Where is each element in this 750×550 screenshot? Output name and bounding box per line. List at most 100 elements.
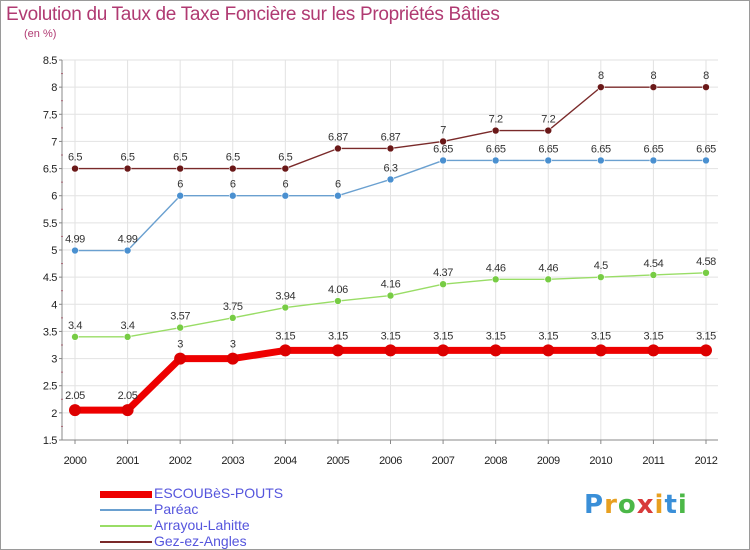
logo-letter: t xyxy=(664,490,678,520)
legend-swatch xyxy=(100,509,152,511)
data-label: 6 xyxy=(282,179,288,191)
legend-label: Arrayou-Lahitte xyxy=(154,517,250,533)
logo-letter: P xyxy=(584,490,605,520)
x-tick-label: 2003 xyxy=(221,455,244,467)
data-label: 4.5 xyxy=(594,260,608,272)
x-tick-label: 2005 xyxy=(326,455,349,467)
logo-letter: r xyxy=(604,490,618,520)
data-point xyxy=(544,126,553,135)
data-label: 4.99 xyxy=(118,234,138,246)
data-point xyxy=(649,271,658,279)
data-label: 3 xyxy=(230,339,236,351)
data-point xyxy=(439,137,447,146)
data-point xyxy=(647,344,660,357)
data-point xyxy=(489,344,502,357)
data-label: 6.87 xyxy=(381,131,401,143)
data-label: 4.46 xyxy=(486,262,506,274)
data-point xyxy=(176,323,184,332)
legend-swatch xyxy=(100,525,152,527)
data-label: 3.15 xyxy=(275,330,295,342)
data-point xyxy=(386,144,395,153)
data-point xyxy=(491,275,500,284)
legend-swatch xyxy=(100,490,152,498)
data-label: 6.65 xyxy=(591,143,611,155)
logo-letter: x xyxy=(636,490,655,520)
data-point xyxy=(384,344,397,357)
legend-item: Gez-ez-Angles xyxy=(100,533,400,550)
x-tick-label: 2007 xyxy=(432,455,455,467)
data-label: 6.5 xyxy=(226,152,240,164)
y-tick-label: 2.5 xyxy=(43,381,57,393)
data-point xyxy=(176,191,184,200)
data-point xyxy=(597,83,605,91)
x-tick-label: 2012 xyxy=(695,455,718,467)
logo-letter: o xyxy=(617,490,637,520)
data-label: 6.65 xyxy=(696,143,716,155)
data-point xyxy=(439,280,447,289)
data-label: 3.15 xyxy=(644,330,664,342)
data-point xyxy=(702,83,710,91)
y-tick-label: 3 xyxy=(51,354,57,366)
data-label: 4.46 xyxy=(538,262,558,274)
unit-label: (en %) xyxy=(24,28,57,40)
data-label: 8 xyxy=(703,70,709,82)
data-point xyxy=(71,333,79,341)
data-point xyxy=(649,83,658,91)
data-label: 6 xyxy=(335,179,341,191)
data-point xyxy=(228,191,237,200)
data-label: 3.15 xyxy=(486,330,506,342)
data-label: 8 xyxy=(598,70,604,82)
data-label: 3.15 xyxy=(328,330,348,342)
data-point xyxy=(281,303,290,312)
logo-letter: i xyxy=(654,490,665,520)
data-label: 2.05 xyxy=(65,390,85,402)
y-tick-label: 7.5 xyxy=(43,109,57,121)
data-point xyxy=(334,144,342,153)
data-point xyxy=(439,156,447,165)
y-tick-label: 4 xyxy=(51,299,57,311)
data-point xyxy=(281,191,290,200)
data-point xyxy=(331,344,344,357)
data-point xyxy=(491,126,500,135)
data-label: 6.5 xyxy=(121,152,135,164)
proxiti-logo: Proxiti xyxy=(584,490,688,520)
data-label: 6 xyxy=(177,179,183,191)
y-tick-label: 7 xyxy=(51,136,57,148)
data-label: 6.5 xyxy=(68,152,82,164)
data-point xyxy=(121,404,134,417)
data-label: 4.58 xyxy=(696,256,716,268)
y-tick-label: 3.5 xyxy=(43,326,57,338)
x-tick-label: 2009 xyxy=(537,455,560,467)
logo-letter: i xyxy=(677,490,688,520)
data-point xyxy=(597,156,605,165)
data-label: 3.15 xyxy=(538,330,558,342)
data-label: 3.4 xyxy=(68,320,82,332)
data-point xyxy=(279,344,292,357)
data-label: 3.15 xyxy=(381,330,401,342)
data-point xyxy=(71,164,79,173)
data-label: 4.54 xyxy=(644,258,664,270)
y-tick-label: 4.5 xyxy=(43,272,57,284)
data-label: 3.4 xyxy=(121,320,135,332)
legend-item: Arrayou-Lahitte xyxy=(100,517,400,534)
data-point xyxy=(491,156,500,165)
data-label: 4.16 xyxy=(381,279,401,291)
data-label: 6 xyxy=(230,179,236,191)
y-tick-label: 6.5 xyxy=(43,164,57,176)
data-point xyxy=(228,314,237,322)
data-point xyxy=(386,291,395,300)
data-label: 3.15 xyxy=(433,330,453,342)
data-point xyxy=(123,333,132,341)
data-point xyxy=(176,164,184,173)
y-tick-label: 6 xyxy=(51,191,57,203)
x-tick-label: 2010 xyxy=(589,455,612,467)
legend-label: Gez-ez-Angles xyxy=(154,533,247,549)
data-label: 7 xyxy=(440,124,446,136)
y-tick-label: 5 xyxy=(51,245,57,257)
y-tick-label: 2 xyxy=(51,408,57,420)
data-label: 3.94 xyxy=(275,291,295,303)
data-label: 3.75 xyxy=(223,301,243,313)
data-point xyxy=(334,297,342,305)
data-point xyxy=(123,246,132,255)
